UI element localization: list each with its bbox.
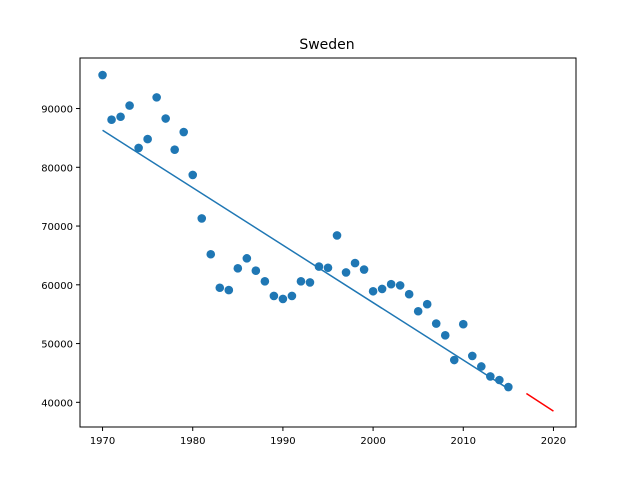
data-point — [134, 143, 143, 153]
data-point — [233, 264, 243, 273]
data-point — [359, 265, 369, 274]
data-point — [395, 281, 405, 290]
x-tick-label: 1980 — [180, 436, 205, 447]
data-point — [179, 127, 189, 137]
data-point — [440, 331, 450, 340]
data-marks — [98, 70, 554, 412]
data-point — [260, 276, 270, 286]
trend-line — [102, 129, 509, 390]
y-tick-label: 90000 — [41, 105, 73, 116]
data-point — [314, 262, 324, 271]
data-point — [296, 276, 306, 286]
data-point — [449, 355, 459, 365]
data-point — [467, 351, 477, 361]
data-point — [197, 214, 207, 223]
data-point — [116, 112, 125, 122]
axes: 1970 1980 1990 2000 2010 2020 40000 50000 60000 7… — [41, 105, 566, 447]
data-point — [269, 291, 279, 301]
x-tick-label: 1990 — [270, 436, 295, 447]
data-point — [477, 362, 486, 371]
y-tick-label: 40000 — [41, 398, 73, 409]
data-point — [368, 286, 378, 296]
data-point — [170, 145, 179, 154]
x-tick-label: 2020 — [541, 436, 566, 447]
data-point — [278, 294, 288, 304]
y-tick-label: 80000 — [41, 163, 73, 174]
data-point — [377, 284, 387, 294]
data-point — [161, 114, 170, 123]
data-point — [287, 291, 297, 301]
data-point — [305, 278, 315, 287]
data-point — [332, 231, 342, 240]
data-point — [504, 382, 513, 392]
data-point — [495, 375, 504, 385]
data-point — [107, 115, 116, 124]
data-point — [143, 134, 152, 144]
data-point — [386, 279, 396, 289]
plot-area — [80, 58, 576, 427]
data-point — [341, 268, 351, 277]
y-tick-label: 60000 — [41, 281, 73, 292]
data-point — [215, 283, 225, 293]
data-point — [422, 299, 432, 309]
data-point — [242, 254, 252, 263]
x-tick-label: 2010 — [451, 436, 476, 447]
data-point — [431, 319, 441, 328]
data-point — [188, 170, 198, 180]
forecast-line — [525, 392, 554, 412]
data-point — [404, 289, 414, 299]
data-point — [458, 319, 468, 329]
data-point — [251, 266, 261, 276]
plot-frame — [79, 57, 577, 428]
chart-title: Sweden — [299, 37, 354, 53]
data-point — [413, 306, 423, 316]
data-point — [486, 372, 495, 381]
x-tick-label: 1970 — [90, 436, 115, 447]
y-tick-label: 50000 — [41, 340, 73, 351]
data-point — [125, 101, 134, 110]
y-tick-label: 70000 — [41, 222, 73, 233]
data-point — [350, 258, 360, 268]
data-point — [98, 70, 107, 80]
data-point — [224, 285, 234, 295]
x-tick-label: 2000 — [360, 436, 385, 447]
data-point — [206, 249, 216, 259]
data-point — [323, 263, 333, 273]
data-point — [152, 93, 161, 102]
